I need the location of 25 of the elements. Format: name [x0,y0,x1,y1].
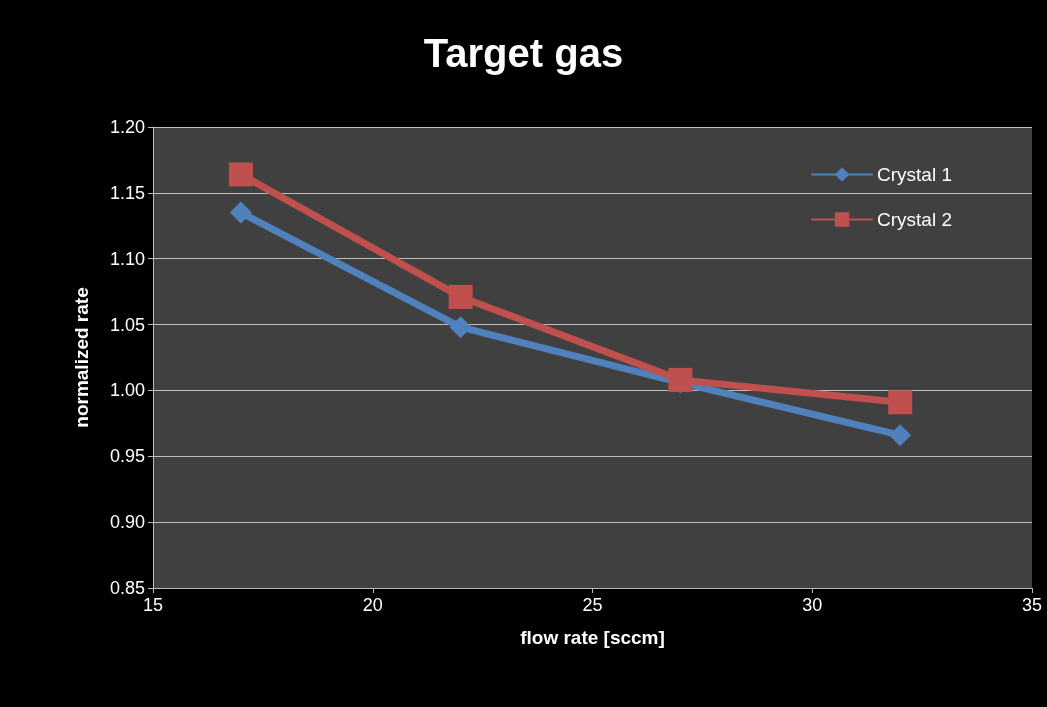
point [229,201,252,224]
y-tick-label: 1.15 [109,182,145,203]
point [888,390,913,415]
y-tick-label: 0.95 [109,446,145,467]
x-axis-title: flow rate [sccm] [520,627,665,648]
x-tick-label: 20 [362,595,383,615]
point [449,316,472,339]
x-tick-label: 15 [142,595,164,615]
x-tick-label: 25 [582,595,603,615]
x-tick-label: 35 [1021,595,1043,615]
y-tick-label: 1.10 [109,248,145,269]
chart-title: Target gas [423,31,624,75]
point [448,284,473,309]
legend-label: Crystal 2 [877,209,953,230]
y-tick-label: 1.05 [109,314,145,335]
y-tick-label: 0.90 [109,512,145,533]
point [228,162,253,187]
x-tick-label: 30 [802,595,823,615]
point [889,424,912,447]
y-tick-label: 1.00 [109,380,145,401]
y-tick-label: 0.85 [109,578,145,598]
y-axis-title: normalized rate [71,287,92,428]
y-tick-label: 1.20 [109,117,145,137]
point [668,367,693,392]
legend-label: Crystal 1 [877,164,953,185]
